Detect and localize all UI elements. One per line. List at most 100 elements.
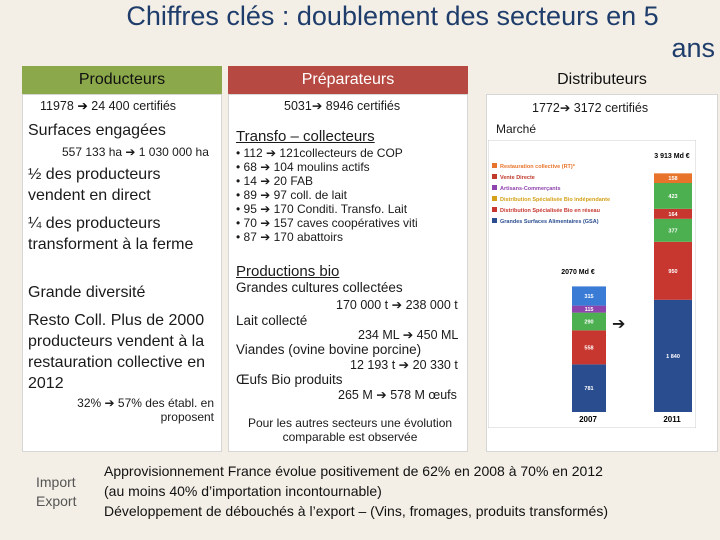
market-chart: Restauration collective (RT)* Vente Direc… <box>488 140 696 428</box>
value-old: 557 133 ha <box>62 145 123 159</box>
bullet-old: • 95 <box>236 202 257 216</box>
grandes-cultures-value: 170 000 t ➔ 238 000 t <box>336 297 458 312</box>
data-label: 781 <box>584 386 593 392</box>
legend-entry: Distribution Spécialisée Bio indépendant… <box>500 197 610 203</box>
value-new: 238 000 t <box>402 298 458 312</box>
value-old: 5031 <box>284 99 312 113</box>
marche-label: Marché <box>496 122 537 136</box>
bullet-new: 104 moulins actifs <box>270 160 370 174</box>
diversite-text: Grande diversité <box>28 284 146 301</box>
bottom-line-3: Développement de débouchés à l’export – … <box>104 503 609 519</box>
export-label: Export <box>36 493 77 509</box>
arrow-right-icon: ➔ <box>77 99 88 113</box>
arrow-right-icon: ➔ <box>559 101 571 115</box>
legend-entry: Grandes Surfaces Alimentaires (GSA) <box>500 219 599 225</box>
arrow-right-icon: ➔ <box>260 188 271 202</box>
header-preparateurs: Préparateurs <box>228 66 468 94</box>
bottom-text: Approvisionnement France évolue positive… <box>104 461 608 521</box>
bar-segment <box>572 364 606 412</box>
transfo-title: Transfo – collecteurs <box>236 128 375 145</box>
arrow-right-icon: ➔ <box>398 358 410 372</box>
chart-legend: Restauration collective (RT)* Vente Direc… <box>492 163 610 225</box>
arrow-right-icon: ➔ <box>260 230 271 244</box>
import-label: Import <box>36 474 76 490</box>
transfo-list: • 112 ➔ 121collecteurs de COP • 68 ➔ 104… <box>236 146 418 244</box>
bullet-old: • 70 <box>236 216 257 230</box>
value-new: 20 330 t <box>409 358 458 372</box>
arrow-right-icon: ➔ <box>260 160 271 174</box>
arrow-right-icon: ➔ <box>376 388 387 402</box>
import-export-labels: Import Export <box>36 473 76 511</box>
bullet-old: • 87 <box>236 230 257 244</box>
tick-2007: 2007 <box>579 415 597 424</box>
legend-entry: Distribution Spécialisée Bio en réseau <box>500 208 600 214</box>
bar-segment <box>654 218 692 242</box>
data-label: 290 <box>584 319 593 325</box>
etabl-text: 32% ➔ 57% des établ. en proposent <box>60 396 214 424</box>
title-line-1: Chiffres clés : doublement des secteurs … <box>126 1 659 31</box>
data-label: 1 840 <box>666 354 680 360</box>
list-item: • 14 ➔ 20 FAB <box>236 174 418 188</box>
distributeurs-certifies: 1772➔ 3172 certifiés <box>532 100 648 115</box>
tick-2011: 2011 <box>663 415 681 424</box>
arrow-right-icon: ➔ <box>612 316 626 333</box>
viandes-value: 12 193 t ➔ 20 330 t <box>350 357 458 372</box>
arrow-right-icon: ➔ <box>402 328 414 342</box>
arrow-right-icon: ➔ <box>266 146 277 160</box>
value-new: 450 ML <box>413 328 459 342</box>
legend-entry: Artisans-Commerçants <box>500 186 561 192</box>
value-old: 1772 <box>532 101 560 115</box>
bullet-new: 20 FAB <box>270 174 313 188</box>
value-new: 57% des établ. en proposent <box>114 396 214 424</box>
total-2011: 3 913 Md € <box>654 153 690 160</box>
value-old: 170 000 t <box>336 298 389 312</box>
prod-bio-title: Productions bio <box>236 263 340 280</box>
bullet-old: • 68 <box>236 160 257 174</box>
resto-text: Resto Coll. Plus de 2000 producteurs ven… <box>28 312 205 392</box>
surfaces-title: Surfaces engagées <box>28 122 166 139</box>
bar-segment <box>572 330 606 365</box>
value-old: 32% <box>77 396 102 410</box>
value-new: 3172 certifiés <box>570 101 649 115</box>
data-label: 558 <box>584 345 593 351</box>
value-new: 8946 certifiés <box>322 99 401 113</box>
list-item: • 112 ➔ 121collecteurs de COP <box>236 146 418 160</box>
value-old: 234 ML <box>358 328 400 342</box>
bullet-new: 97 coll. de lait <box>270 188 348 202</box>
page-title: Chiffres clés : doublement des secteurs … <box>70 0 715 64</box>
list-item: • 68 ➔ 104 moulins actifs <box>236 160 418 174</box>
producteurs-panel <box>22 94 222 452</box>
surfaces-value: 557 133 ha ➔ 1 030 000 ha <box>62 145 209 159</box>
list-item: • 87 ➔ 170 abattoirs <box>236 230 418 244</box>
arrow-right-icon: ➔ <box>260 202 271 216</box>
arrow-right-icon: ➔ <box>311 99 323 113</box>
oeufs-label: Œufs Bio produits <box>236 372 343 387</box>
data-label: 158 <box>668 176 677 182</box>
autres-secteurs-text: Pour les autres secteurs une évolution c… <box>247 416 453 444</box>
arrow-right-icon: ➔ <box>104 396 115 410</box>
bullet-old: • 89 <box>236 188 257 202</box>
preparateurs-certifies: 5031➔ 8946 certifiés <box>284 98 400 113</box>
transforment-text: ¼ des producteurs transforment à la ferm… <box>28 215 194 253</box>
legend-swatch <box>492 218 497 223</box>
bar-segment <box>654 299 692 412</box>
chart-bars: 781 558 290 115 315 1 840 950 377 164 423 158 <box>572 173 692 412</box>
bottom-line-1: Approvisionnement France évolue positive… <box>104 463 603 479</box>
data-label: 950 <box>668 269 677 275</box>
bar-segment <box>654 208 692 219</box>
data-label: 115 <box>585 307 594 313</box>
arrow-right-icon: ➔ <box>391 298 403 312</box>
header-distributeurs: Distributeurs <box>486 66 718 94</box>
bar-segment <box>572 305 606 313</box>
title-line-2: ans <box>671 33 715 63</box>
bar-segment <box>572 312 606 331</box>
value-new: 24 400 certifiés <box>87 99 177 113</box>
bullet-new: 170 Conditi. Transfo. Lait <box>270 202 408 216</box>
legend-swatch <box>492 174 497 179</box>
bullet-new: 121collecteurs de COP <box>276 146 403 160</box>
legend-swatch <box>492 207 497 212</box>
bar-segment <box>654 241 692 300</box>
data-label: 423 <box>668 194 677 200</box>
value-old: 11978 <box>40 99 74 113</box>
lait-value: 234 ML ➔ 450 ML <box>358 327 458 342</box>
